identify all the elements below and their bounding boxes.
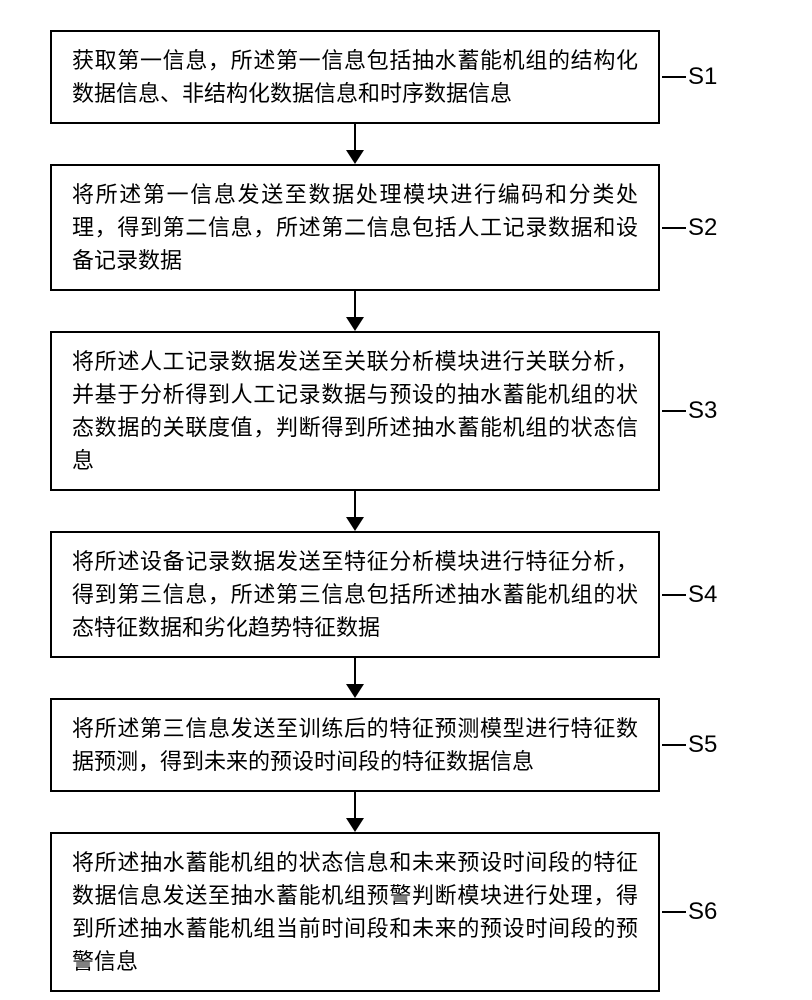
step-text: 获取第一信息，所述第一信息包括抽水蓄能机组的结构化数据信息、非结构化数据信息和时…: [72, 48, 638, 106]
step-box-s3: 将所述人工记录数据发送至关联分析模块进行关联分析，并基于分析得到人工记录数据与预…: [50, 331, 660, 491]
arrow-line: [354, 291, 356, 319]
arrow-line: [354, 792, 356, 820]
step-text: 将所述抽水蓄能机组的状态信息和未来预设时间段的特征数据信息发送至抽水蓄能机组预警…: [72, 850, 638, 974]
arrow-head-icon: [346, 150, 364, 164]
arrow-line: [354, 658, 356, 686]
arrow: [50, 491, 660, 531]
step-row: 将所述第一信息发送至数据处理模块进行编码和分类处理，得到第二信息，所述第二信息包…: [50, 164, 762, 291]
step-label-s2: S2: [688, 214, 717, 242]
label-connector: [662, 594, 686, 596]
step-text: 将所述人工记录数据发送至关联分析模块进行关联分析，并基于分析得到人工记录数据与预…: [72, 349, 638, 473]
step-box-s4: 将所述设备记录数据发送至特征分析模块进行特征分析，得到第三信息，所述第三信息包括…: [50, 531, 660, 658]
label-connector: [662, 911, 686, 913]
arrow: [50, 291, 660, 331]
arrow-head-icon: [346, 517, 364, 531]
arrow: [50, 792, 660, 832]
arrow-line: [354, 124, 356, 152]
step-label-s1: S1: [688, 63, 717, 91]
step-row: 将所述设备记录数据发送至特征分析模块进行特征分析，得到第三信息，所述第三信息包括…: [50, 531, 762, 658]
step-label-s6: S6: [688, 898, 717, 926]
arrow-head-icon: [346, 818, 364, 832]
step-label-s4: S4: [688, 581, 717, 609]
arrow-line: [354, 491, 356, 519]
arrow: [50, 658, 660, 698]
label-connector: [662, 410, 686, 412]
step-label-s5: S5: [688, 731, 717, 759]
step-row: 将所述第三信息发送至训练后的特征预测模型进行特征数据预测，得到未来的预设时间段的…: [50, 698, 762, 792]
arrow-head-icon: [346, 317, 364, 331]
step-row: 获取第一信息，所述第一信息包括抽水蓄能机组的结构化数据信息、非结构化数据信息和时…: [50, 30, 762, 124]
step-text: 将所述设备记录数据发送至特征分析模块进行特征分析，得到第三信息，所述第三信息包括…: [72, 549, 638, 640]
flowchart-container: 获取第一信息，所述第一信息包括抽水蓄能机组的结构化数据信息、非结构化数据信息和时…: [50, 30, 762, 992]
arrow-head-icon: [346, 684, 364, 698]
label-connector: [662, 76, 686, 78]
step-row: 将所述人工记录数据发送至关联分析模块进行关联分析，并基于分析得到人工记录数据与预…: [50, 331, 762, 491]
arrow: [50, 124, 660, 164]
step-label-s3: S3: [688, 397, 717, 425]
step-box-s2: 将所述第一信息发送至数据处理模块进行编码和分类处理，得到第二信息，所述第二信息包…: [50, 164, 660, 291]
label-connector: [662, 227, 686, 229]
label-connector: [662, 744, 686, 746]
step-box-s5: 将所述第三信息发送至训练后的特征预测模型进行特征数据预测，得到未来的预设时间段的…: [50, 698, 660, 792]
step-text: 将所述第三信息发送至训练后的特征预测模型进行特征数据预测，得到未来的预设时间段的…: [72, 716, 638, 774]
step-text: 将所述第一信息发送至数据处理模块进行编码和分类处理，得到第二信息，所述第二信息包…: [72, 182, 638, 273]
step-box-s6: 将所述抽水蓄能机组的状态信息和未来预设时间段的特征数据信息发送至抽水蓄能机组预警…: [50, 832, 660, 992]
step-box-s1: 获取第一信息，所述第一信息包括抽水蓄能机组的结构化数据信息、非结构化数据信息和时…: [50, 30, 660, 124]
step-row: 将所述抽水蓄能机组的状态信息和未来预设时间段的特征数据信息发送至抽水蓄能机组预警…: [50, 832, 762, 992]
